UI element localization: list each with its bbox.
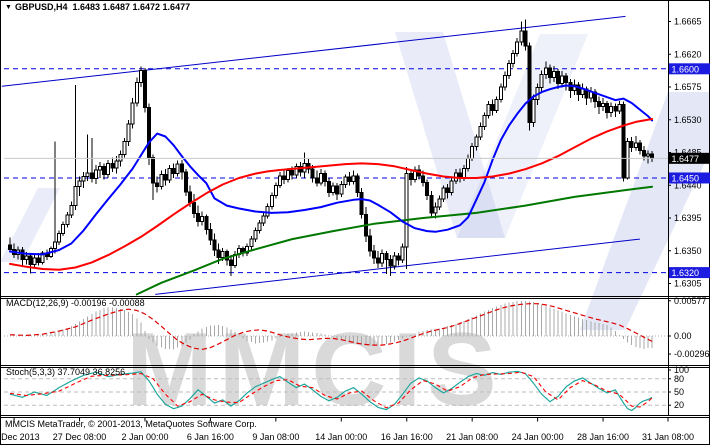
axis-label: 1.6485 [674, 148, 702, 158]
axis-label: 1.6530 [674, 115, 702, 125]
axis-label: 0.00 [674, 331, 692, 341]
axis-label: 1.6320 [672, 268, 700, 278]
axis-label: 1.6665 [674, 17, 702, 27]
stoch-k-line [9, 370, 653, 412]
axis-label: 6 Jan 16:00 [187, 432, 234, 442]
axis-label: 31 Jan 08:00 [642, 432, 694, 442]
axis-label: 28 Jan 16:00 [577, 432, 629, 442]
stochastic-pane[interactable] [4, 370, 668, 412]
time-axis[interactable]: 23 Dec 2013 27 Dec 08:00 2 Jan 00:00 6 Jan … [0, 417, 694, 443]
axis-label: -0.00296 [674, 349, 710, 359]
price-axis[interactable]: 1.6665 1.6620 1.6575 1.6530 1.6485 1.6440 1.63… [668, 17, 710, 411]
symbol-dropdown-icon[interactable]: ▼ [5, 4, 12, 11]
watermark-chevron [0, 188, 60, 262]
axis-label: 16 Jan 16:00 [381, 432, 433, 442]
chart-title: ▼ GBPUSD,H4 1.6483 1.6487 1.6472 1.6477 [5, 2, 190, 12]
price-level-box [669, 152, 710, 164]
ma-slow-red-line [9, 118, 654, 271]
axis-label: 24 Jan 00:00 [512, 432, 564, 442]
axis-label: 1.6305 [674, 279, 702, 289]
axis-label: 0.00577 [674, 296, 707, 306]
ma-long-green-line [135, 185, 654, 296]
stoch-d-line [9, 371, 653, 409]
axis-label: 100 [674, 365, 689, 375]
ohlc-values-label: 1.6483 1.6487 1.6472 1.6477 [72, 2, 191, 12]
watermark-chevron [580, 92, 710, 330]
axis-label: 23 Dec 2013 [0, 432, 40, 442]
axis-label: 1.6350 [674, 246, 702, 256]
stoch-indicator-label: Stoch(5,3,3) 37.7049 36.8256 [6, 367, 126, 377]
macd-signal-line [9, 303, 653, 351]
axis-label: 9 Jan 08:00 [252, 432, 299, 442]
macd-pane[interactable] [4, 300, 668, 351]
axis-label: 1.6600 [672, 64, 700, 74]
axis-label: 1.6575 [674, 82, 702, 92]
price-level-box [669, 267, 710, 279]
candles-layer [8, 19, 655, 277]
axis-label: 20 [674, 400, 684, 410]
axis-label: 14 Jan 00:00 [315, 432, 367, 442]
axis-label: 2 Jan 00:00 [121, 432, 168, 442]
axis-label: 80 [674, 374, 684, 384]
axis-label: 1.6440 [674, 180, 702, 190]
symbol-period-label: GBPUSD,H4 [14, 2, 68, 12]
watermark-chevron [395, 32, 505, 238]
channel-trendlines[interactable] [1, 15, 640, 295]
axis-label: 1.6620 [674, 49, 702, 59]
horizontal-levels [4, 68, 668, 274]
price-level-box [669, 63, 710, 75]
axis-label: 1.6477 [672, 154, 700, 164]
copyright-label: MMCIS MetaTrader, © 2001-2013, MetaQuote… [5, 419, 257, 429]
ma-fast-blue-line [9, 84, 654, 256]
macd-indicator-label: MACD(12,26,9) -0.00196 -0.00088 [6, 298, 145, 308]
axis-label: 50 [674, 387, 684, 397]
axis-label: 1.6395 [674, 213, 702, 223]
watermark-chevron [457, 34, 588, 238]
axis-label: 27 Dec 08:00 [53, 432, 107, 442]
axis-label: 21 Jan 08:00 [446, 432, 498, 442]
price-level-box [669, 172, 710, 184]
axis-label: 1.6450 [672, 173, 700, 183]
